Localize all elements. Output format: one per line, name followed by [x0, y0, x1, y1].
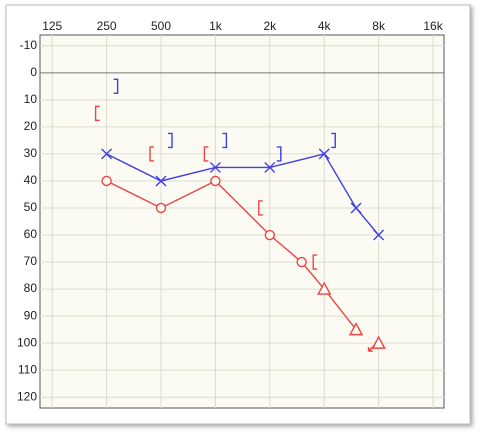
y-tick-label: 20	[24, 119, 38, 133]
x-marker	[155, 175, 167, 187]
y-tick-label: 110	[18, 362, 37, 376]
x-marker	[373, 229, 385, 241]
circle-marker	[264, 229, 276, 241]
plot-area	[39, 34, 445, 409]
y-tick-label: 40	[24, 173, 38, 187]
x-tick-label: 2k	[263, 19, 277, 33]
x-tick-label: 250	[97, 19, 117, 33]
y-tick-label: 10	[24, 92, 38, 106]
bracket-marker	[258, 200, 263, 216]
labels: 125 250 500 1k 2k 4k 8k 16k -10 0 10 20 30 40 50 60 70 80…	[17, 19, 444, 403]
y-tick-label: 70	[24, 254, 38, 268]
bracket-marker	[168, 132, 173, 149]
bracket-marker	[222, 132, 228, 149]
no-response-arrow	[367, 344, 376, 352]
x-tick-label: 8k	[372, 19, 386, 33]
x-tick-label: 125	[42, 19, 62, 33]
y-tick-label: 0	[30, 65, 37, 79]
circle-marker	[210, 175, 221, 187]
bracket-marker	[113, 78, 119, 95]
bracket-marker	[203, 146, 209, 162]
y-tick-label: -10	[20, 38, 38, 52]
bracket-marker	[312, 254, 318, 270]
circle-marker	[155, 202, 167, 214]
x-tick-label: 1k	[209, 19, 223, 33]
marks	[94, 78, 386, 352]
x-tick-label: 4k	[318, 19, 332, 33]
y-tick-label: 30	[24, 146, 38, 160]
bracket-marker	[276, 146, 282, 162]
triangle-marker	[317, 281, 332, 295]
triangle-marker	[371, 335, 386, 349]
x-tick-label: 500	[151, 19, 171, 33]
circle-marker	[101, 175, 112, 187]
bracket-marker	[94, 105, 100, 122]
y-tick-label: 80	[24, 281, 38, 295]
y-tick-label: 50	[24, 200, 38, 214]
x-marker	[318, 148, 330, 160]
x-marker	[264, 161, 276, 173]
bracket-marker	[149, 146, 155, 162]
x-marker	[350, 202, 362, 214]
y-tick-label: 90	[24, 308, 38, 322]
y-tick-label: 60	[24, 227, 38, 241]
circle-marker	[296, 256, 307, 268]
bracket-marker	[331, 132, 336, 149]
y-tick-label: 120	[17, 389, 37, 403]
x-tick-label: 16k	[423, 19, 443, 33]
triangle-marker	[348, 322, 364, 336]
x-marker	[209, 161, 221, 173]
x-marker	[101, 148, 113, 160]
y-tick-label: 100	[17, 335, 37, 349]
